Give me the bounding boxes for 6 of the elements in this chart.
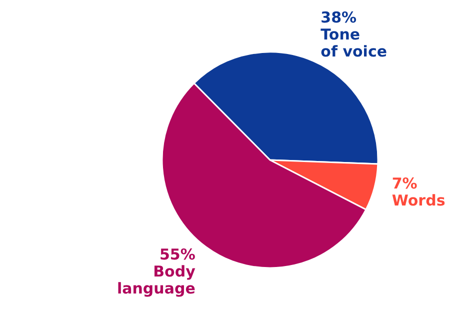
data-label: 38% [320,8,357,26]
data-label: 55% [159,246,196,264]
data-label: 7% [392,174,418,192]
slice-label: Body language [116,262,196,298]
slice-label: Tone of voice [320,25,388,60]
slice-label: Words [392,191,446,210]
